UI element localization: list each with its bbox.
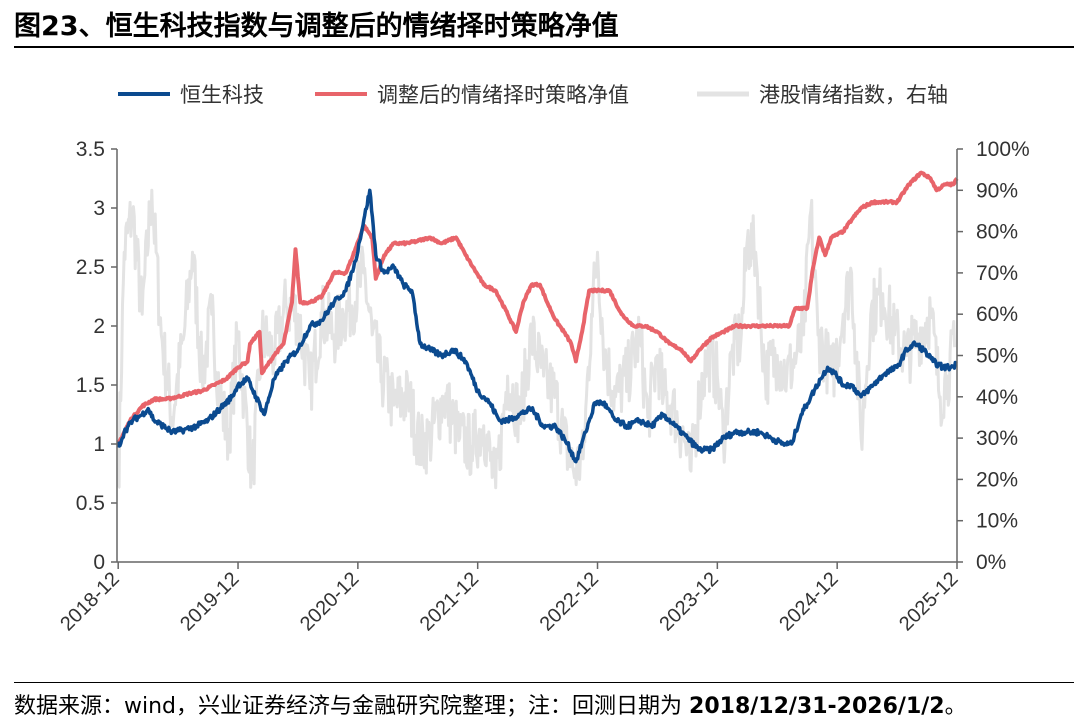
- y-right-tick-label: 90%: [976, 179, 1018, 202]
- y-left-tick-label: 0: [93, 551, 105, 574]
- series-line-hstech: [116, 188, 958, 464]
- x-tick-label: 2018-12: [56, 568, 123, 635]
- x-tick-label: 2025-12: [895, 568, 962, 635]
- y-left-tick-label: 2: [93, 315, 105, 338]
- y-left-tick-label: 0.5: [76, 492, 105, 515]
- y-right-tick-label: 0%: [976, 551, 1006, 574]
- y-right-tick-label: 30%: [976, 427, 1018, 450]
- y-left-tick-label: 2.5: [76, 256, 105, 279]
- chart-title: 图23、恒生科技指数与调整后的情绪择时策略净值: [14, 11, 619, 42]
- x-tick-label: 2021-12: [416, 568, 483, 635]
- x-tick-label: 2019-12: [176, 568, 243, 635]
- y-left-tick-label: 3.5: [76, 138, 105, 161]
- source-prefix: 数据来源：wind，兴业证券经济与金融研究院整理；注：回测日期为: [14, 694, 690, 719]
- source-note: 数据来源：wind，兴业证券经济与金融研究院整理；注：回测日期为 2018/12…: [14, 688, 967, 720]
- y-right-tick-label: 40%: [976, 386, 1018, 409]
- y-left-tick-label: 1.5: [76, 374, 105, 397]
- source-dates: 2018/12/31-2026/1/2: [689, 694, 945, 719]
- y-right-tick-label: 20%: [976, 468, 1018, 491]
- x-tick-label: 2023-12: [655, 568, 722, 635]
- legend-label: 恒生科技: [180, 83, 264, 107]
- y-right-tick-label: 100%: [976, 138, 1030, 161]
- y-right-tick-label: 50%: [976, 345, 1018, 368]
- footer-divider: [14, 682, 1074, 683]
- x-tick-label: 2024-12: [775, 568, 842, 635]
- legend-label: 港股情绪指数，右轴: [759, 83, 948, 107]
- x-tick-label: 2022-12: [536, 568, 603, 635]
- y-left-tick-label: 1: [93, 433, 105, 456]
- y-left-tick-label: 3: [93, 197, 105, 220]
- x-tick-label: 2020-12: [296, 568, 363, 635]
- series-line-sentiment: [117, 188, 957, 490]
- source-suffix: 。: [944, 694, 967, 719]
- chart-canvas: 0 0.5 1 1.5 2 2.5 3 3.5 0% 10% 20% 30% 40% 50% 60% 70% 8…: [56, 83, 1030, 635]
- y-right-tick-label: 60%: [976, 303, 1018, 326]
- y-right-tick-label: 70%: [976, 262, 1018, 285]
- y-right-tick-label: 80%: [976, 221, 1018, 244]
- y-right-tick-label: 10%: [976, 510, 1018, 533]
- legend-label: 调整后的情绪择时策略净值: [377, 83, 629, 107]
- title-divider: [14, 46, 1074, 48]
- series-line-strategy: [116, 170, 959, 445]
